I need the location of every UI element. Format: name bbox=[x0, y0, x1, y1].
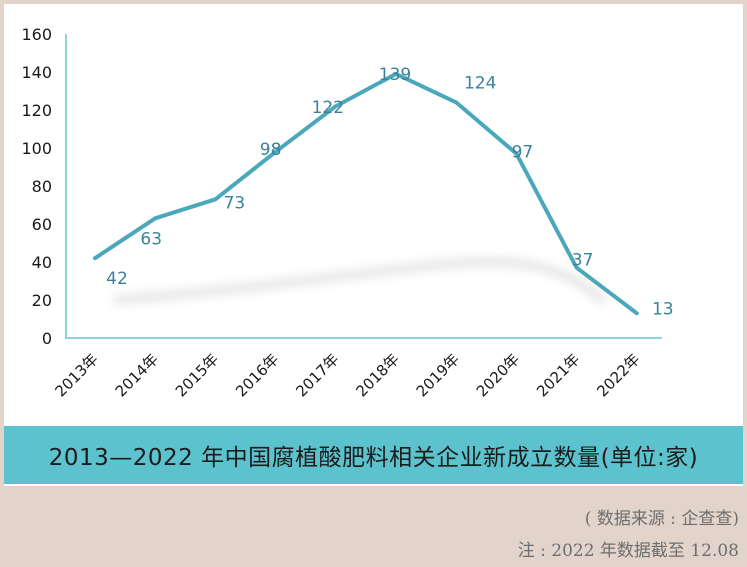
data-label: 73 bbox=[224, 193, 246, 213]
y-tick-label: 0 bbox=[42, 329, 52, 348]
x-tick-label: 2019年 bbox=[413, 350, 463, 400]
data-label: 97 bbox=[512, 143, 534, 163]
y-axis: 0 20 40 60 80 100 120 140 160 bbox=[21, 25, 67, 348]
data-label: 13 bbox=[652, 299, 674, 319]
y-tick-label: 140 bbox=[21, 63, 52, 82]
data-labels: 42 63 73 98 122 139 124 97 37 13 bbox=[106, 65, 673, 319]
y-tick-label: 40 bbox=[32, 253, 52, 272]
x-tick-label: 2016年 bbox=[232, 350, 282, 400]
x-tick-label: 2015年 bbox=[172, 350, 222, 400]
x-tick-label: 2018年 bbox=[352, 350, 402, 400]
x-tick-label: 2013年 bbox=[51, 350, 101, 400]
chart-caption: 2013—2022 年中国腐植酸肥料相关企业新成立数量(单位:家) bbox=[48, 445, 699, 471]
data-label: 124 bbox=[464, 73, 496, 93]
data-label: 37 bbox=[572, 251, 594, 271]
y-tick-label: 20 bbox=[32, 291, 52, 310]
data-label: 98 bbox=[260, 140, 282, 160]
x-tick-label: 2021年 bbox=[533, 350, 583, 400]
x-tick-label: 2022年 bbox=[593, 350, 643, 400]
y-tick-label: 160 bbox=[21, 25, 52, 44]
line-shadow bbox=[113, 257, 607, 305]
data-label: 63 bbox=[140, 229, 162, 249]
footnote: 注 : 2022 年数据截至 12.08 bbox=[517, 541, 739, 561]
x-tick-label: 2017年 bbox=[292, 350, 342, 400]
x-tick-label: 2020年 bbox=[473, 350, 523, 400]
data-label: 139 bbox=[379, 65, 411, 85]
data-label: 42 bbox=[106, 269, 128, 289]
caption-bar: 2013—2022 年中国腐植酸肥料相关企业新成立数量(单位:家) bbox=[4, 426, 743, 484]
y-tick-label: 100 bbox=[21, 139, 52, 158]
x-tick-label: 2014年 bbox=[112, 350, 162, 400]
y-tick-label: 80 bbox=[32, 177, 52, 196]
y-tick-label: 60 bbox=[32, 215, 52, 234]
x-axis: 2013年 2014年 2015年 2016年 2017年 2018年 2019年 2020年… bbox=[51, 337, 662, 400]
source-note: ( 数据来源 : 企查查) bbox=[584, 509, 739, 529]
series bbox=[93, 71, 639, 316]
data-label: 122 bbox=[312, 98, 344, 118]
series-line bbox=[93, 71, 639, 316]
chart-panel: 0 20 40 60 80 100 120 140 160 2013年 2014年 2015年 201… bbox=[4, 4, 743, 486]
y-tick-label: 120 bbox=[21, 101, 52, 120]
